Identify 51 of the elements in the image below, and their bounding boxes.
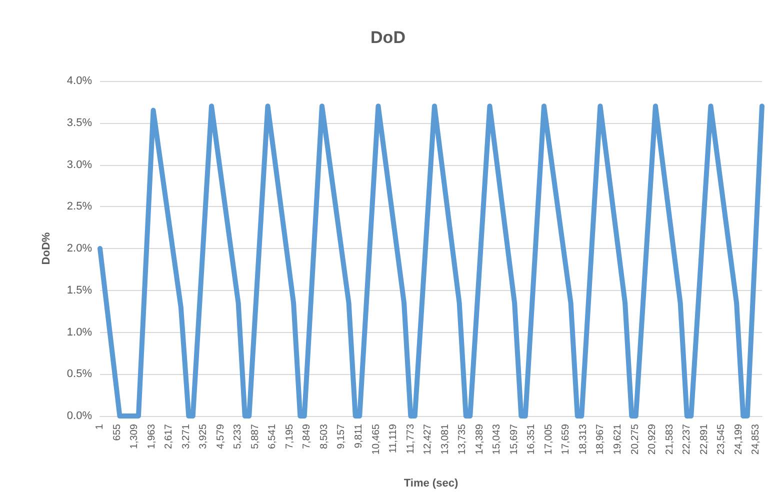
x-tick-label: 16,351 xyxy=(526,424,538,455)
x-tick-label: 24,853 xyxy=(750,424,762,455)
x-tick-label: 13,081 xyxy=(440,424,451,455)
x-tick-label: 20,275 xyxy=(630,424,641,455)
y-tick-label: 2.5% xyxy=(66,200,92,213)
x-tick-label: 10,465 xyxy=(370,424,382,455)
x-tick-label: 18,967 xyxy=(595,424,606,455)
x-tick-label: 2,617 xyxy=(164,424,175,450)
x-tick-label: 6,541 xyxy=(267,424,278,450)
x-tick-label: 11,119 xyxy=(388,424,400,454)
x-tick-label: 13,735 xyxy=(457,424,468,455)
y-tick-label: 1.5% xyxy=(66,284,92,296)
x-tick-label: 1,309 xyxy=(129,424,140,450)
x-tick-label: 22,891 xyxy=(698,424,710,455)
x-tick-label: 1 xyxy=(94,424,106,430)
x-tick-label: 9,811 xyxy=(354,424,364,448)
y-tick-label: 2.0% xyxy=(66,242,92,254)
y-tick-label: 4.0% xyxy=(66,75,92,87)
x-tick-label: 24,199 xyxy=(733,424,744,455)
y-axis-title: DoD% xyxy=(40,232,52,265)
x-tick-label: 22,237 xyxy=(682,424,693,455)
y-tick-label: 3.5% xyxy=(66,116,92,129)
x-tick-label: 5,887 xyxy=(250,424,261,450)
x-tick-label: 5,233 xyxy=(232,424,244,450)
x-tick-label: 7,195 xyxy=(284,424,296,450)
y-tick-label: 0.5% xyxy=(66,368,92,380)
x-axis-title: Time (sec) xyxy=(404,478,458,490)
x-tick-label: 19,621 xyxy=(612,424,624,455)
x-tick-label: 8,503 xyxy=(318,424,330,450)
x-tick-label: 11,773 xyxy=(405,424,416,454)
x-tick-label: 4,579 xyxy=(215,424,226,450)
x-tick-label: 655 xyxy=(112,424,123,441)
x-tick-label: 21,583 xyxy=(664,424,676,455)
y-tick-label: 0.0% xyxy=(66,410,92,422)
x-tick-label: 15,043 xyxy=(492,424,503,455)
x-tick-label: 20,929 xyxy=(647,424,658,455)
chart-title: DoD xyxy=(370,28,406,47)
x-tick-label: 23,545 xyxy=(716,424,728,455)
y-tick-label: 3.0% xyxy=(66,158,92,171)
x-tick-label: 1,963 xyxy=(146,424,158,450)
x-tick-label: 15,697 xyxy=(508,424,520,455)
x-tick-label: 18,313 xyxy=(578,424,589,455)
x-tick-label: 14,389 xyxy=(474,424,486,455)
x-tick-label: 17,659 xyxy=(560,424,572,455)
x-tick-label: 3,271 xyxy=(180,424,192,450)
x-tick-label: 3,925 xyxy=(198,424,210,450)
y-tick-label: 1.0% xyxy=(66,326,92,338)
x-tick-label: 12,427 xyxy=(422,424,434,455)
x-tick-label: 9,157 xyxy=(336,424,348,450)
x-tick-label: 17,005 xyxy=(543,424,554,455)
x-tick-label: 7,849 xyxy=(302,424,313,450)
